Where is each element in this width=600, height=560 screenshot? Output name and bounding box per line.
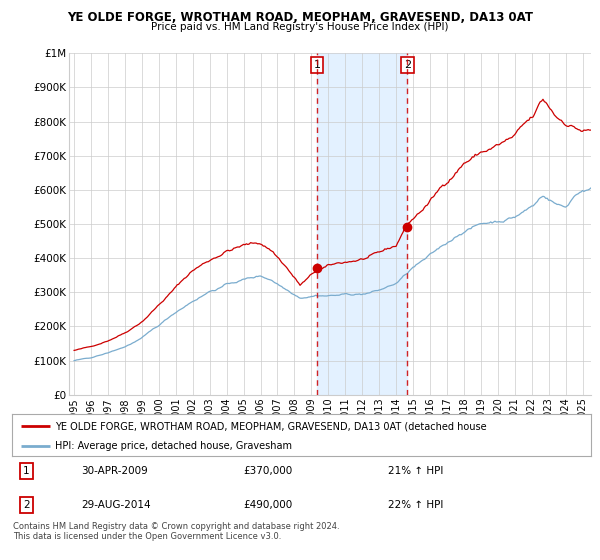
Text: YE OLDE FORGE, WROTHAM ROAD, MEOPHAM, GRAVESEND, DA13 0AT: YE OLDE FORGE, WROTHAM ROAD, MEOPHAM, GR…: [67, 11, 533, 24]
Bar: [317, 53, 407, 395]
Text: HPI: Average price, detached house, Gravesham: HPI: Average price, detached house, Grav…: [55, 441, 292, 451]
Text: 2: 2: [404, 60, 411, 70]
Text: 2: 2: [23, 500, 30, 510]
Text: 1: 1: [313, 60, 320, 70]
Text: 21% ↑ HPI: 21% ↑ HPI: [388, 466, 444, 476]
Text: YE OLDE FORGE, WROTHAM ROAD, MEOPHAM, GRAVESEND, DA13 0AT (detached house: YE OLDE FORGE, WROTHAM ROAD, MEOPHAM, GR…: [55, 421, 487, 431]
Text: 1: 1: [23, 466, 30, 476]
Text: £490,000: £490,000: [244, 500, 293, 510]
Text: 29-AUG-2014: 29-AUG-2014: [82, 500, 151, 510]
Text: 22% ↑ HPI: 22% ↑ HPI: [388, 500, 444, 510]
Text: Price paid vs. HM Land Registry's House Price Index (HPI): Price paid vs. HM Land Registry's House …: [151, 22, 449, 32]
Text: Contains HM Land Registry data © Crown copyright and database right 2024.
This d: Contains HM Land Registry data © Crown c…: [13, 522, 340, 542]
Text: £370,000: £370,000: [244, 466, 293, 476]
Text: 30-APR-2009: 30-APR-2009: [82, 466, 148, 476]
